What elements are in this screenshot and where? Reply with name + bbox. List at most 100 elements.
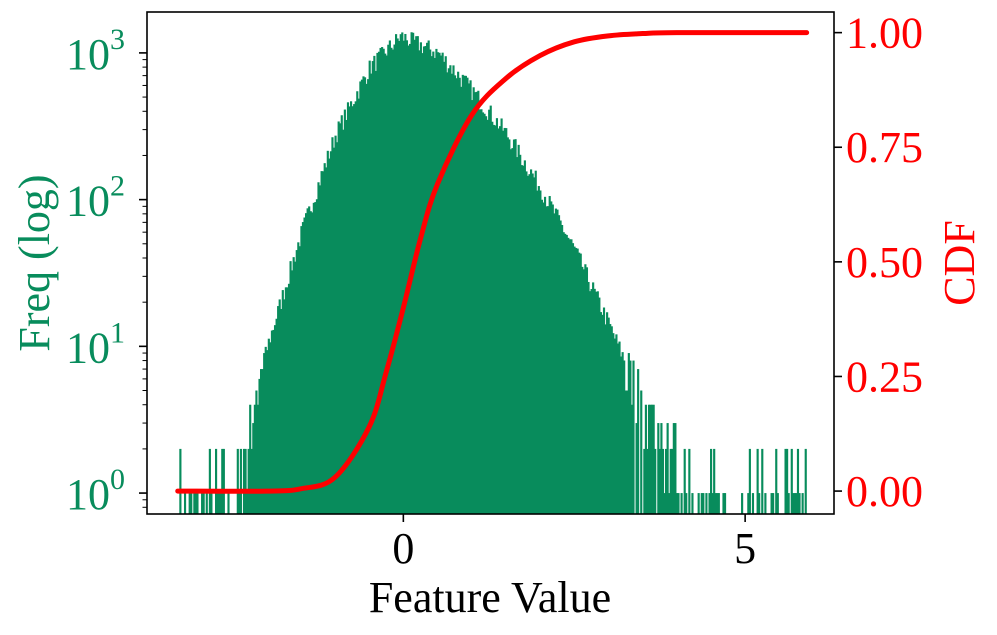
histogram-bar bbox=[424, 46, 427, 515]
histogram-bar bbox=[796, 448, 800, 514]
histogram-bar bbox=[801, 493, 804, 514]
histogram-bar bbox=[550, 201, 553, 514]
histogram-bar bbox=[216, 493, 219, 514]
histogram-bar bbox=[741, 493, 744, 514]
tick-exponent: 3 bbox=[110, 23, 125, 56]
histogram-bar bbox=[674, 423, 677, 514]
tick-exponent: 1 bbox=[110, 316, 125, 349]
histogram-bar bbox=[618, 341, 621, 514]
histogram-bar bbox=[685, 493, 688, 514]
cdf-layer bbox=[175, 30, 810, 494]
histogram-bar bbox=[599, 312, 602, 514]
histogram-bar bbox=[457, 71, 460, 515]
histogram-bar bbox=[790, 448, 793, 514]
histogram-bar bbox=[491, 121, 494, 514]
histogram-bar bbox=[453, 75, 457, 515]
histogram-bar bbox=[680, 493, 683, 514]
histogram-bar bbox=[387, 44, 390, 514]
histogram-bar bbox=[506, 137, 509, 515]
histogram-bar bbox=[272, 329, 275, 514]
histogram-bar bbox=[485, 116, 488, 515]
histogram-bar bbox=[350, 101, 353, 514]
histogram-bar bbox=[702, 493, 705, 514]
histogram-bar bbox=[391, 49, 395, 514]
histogram-bar bbox=[792, 493, 795, 514]
histogram-bar bbox=[461, 74, 464, 515]
histogram-bar bbox=[362, 76, 365, 515]
histogram-bar bbox=[587, 281, 590, 514]
histogram-bar bbox=[320, 171, 323, 514]
histogram-bar bbox=[561, 225, 564, 514]
histogram-bar bbox=[295, 250, 298, 514]
histogram-bar bbox=[280, 308, 283, 514]
histogram-bar bbox=[205, 493, 208, 514]
histogram-bar bbox=[663, 493, 666, 514]
histogram-bar bbox=[545, 206, 548, 514]
histogram-bar bbox=[447, 68, 450, 514]
histogram-bar bbox=[413, 39, 416, 514]
histogram-bar bbox=[390, 47, 393, 514]
histogram-bar bbox=[301, 222, 305, 514]
left-y-tick-label: 100 bbox=[66, 463, 125, 519]
histogram-bar bbox=[602, 307, 606, 514]
histogram-bar bbox=[567, 237, 570, 514]
histogram-bar bbox=[665, 448, 668, 514]
histogram-bar bbox=[395, 34, 398, 514]
histogram-bar bbox=[427, 40, 430, 515]
histogram-bar bbox=[748, 448, 751, 514]
histogram-bar bbox=[772, 493, 775, 514]
histogram-bar bbox=[708, 493, 711, 514]
histogram-bar bbox=[238, 493, 241, 514]
histogram-bar bbox=[624, 390, 627, 514]
histogram-bar bbox=[688, 448, 691, 514]
histogram-bar bbox=[497, 128, 500, 514]
histogram-bar bbox=[576, 248, 579, 514]
histogram-bar bbox=[531, 173, 534, 514]
x-axis-label: Feature Value bbox=[369, 573, 611, 622]
histogram-bar bbox=[537, 186, 540, 515]
histogram-bar bbox=[267, 338, 270, 514]
histogram-bar bbox=[551, 204, 554, 515]
histogram-bar bbox=[548, 196, 551, 515]
histogram-bar bbox=[512, 139, 516, 514]
histogram-bar bbox=[776, 493, 779, 514]
histogram-bar bbox=[385, 55, 388, 514]
histogram-bar bbox=[270, 330, 274, 514]
histogram-bar bbox=[498, 126, 502, 514]
histogram-bar bbox=[654, 448, 657, 514]
histogram-bar bbox=[242, 448, 246, 514]
histogram-bar bbox=[286, 287, 289, 514]
histogram-bar bbox=[450, 73, 454, 514]
histogram-bar bbox=[516, 157, 519, 514]
histogram-bar bbox=[626, 390, 629, 514]
histogram-bar bbox=[543, 196, 547, 514]
x-tick-label: 0 bbox=[392, 524, 414, 573]
histogram-bar bbox=[564, 233, 567, 514]
histogram-bar bbox=[489, 105, 492, 514]
right-y-axis-label: CDF bbox=[935, 220, 984, 306]
histogram-bar bbox=[570, 239, 573, 515]
right-y-tick-label: 0.00 bbox=[846, 467, 923, 516]
histogram-bar bbox=[435, 48, 438, 515]
histogram-bar bbox=[306, 208, 309, 514]
histogram-bar bbox=[610, 326, 613, 514]
histogram-bar bbox=[263, 353, 266, 514]
histogram-bar bbox=[747, 493, 750, 514]
histogram-bar bbox=[348, 106, 351, 515]
histogram-bar bbox=[475, 91, 478, 515]
histogram-bar bbox=[371, 61, 374, 515]
histogram-bar bbox=[575, 247, 578, 514]
histogram-bar bbox=[471, 100, 474, 515]
histogram-bar bbox=[615, 334, 618, 514]
histogram-bar bbox=[469, 80, 472, 514]
histogram-bar bbox=[365, 83, 368, 515]
histogram-bar bbox=[218, 493, 221, 514]
histogram-bar bbox=[644, 404, 647, 514]
histogram-bar bbox=[714, 493, 717, 514]
histogram-bar bbox=[511, 148, 514, 514]
histogram-bar bbox=[440, 55, 443, 514]
histogram-bar bbox=[250, 448, 253, 514]
histogram-bar bbox=[221, 448, 224, 514]
histogram-bar bbox=[297, 242, 300, 514]
histogram-bar bbox=[593, 288, 596, 514]
